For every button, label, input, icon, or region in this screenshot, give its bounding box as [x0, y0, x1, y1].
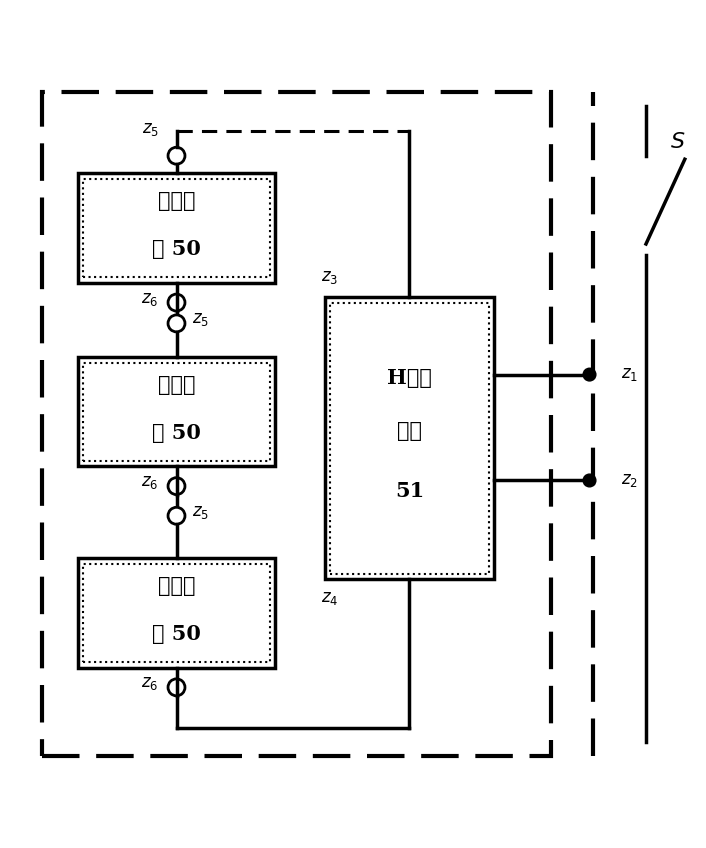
- Bar: [83, 564, 270, 662]
- Text: $z_6$: $z_6$: [141, 675, 159, 692]
- Bar: [42, 92, 551, 756]
- Text: H桥逆: H桥逆: [387, 368, 432, 388]
- Circle shape: [583, 368, 596, 381]
- Text: $z_6$: $z_6$: [141, 474, 159, 491]
- Text: 元 50: 元 50: [152, 423, 201, 443]
- Text: 元 50: 元 50: [152, 239, 201, 259]
- Bar: [83, 179, 270, 277]
- Text: $z_3$: $z_3$: [321, 270, 338, 287]
- Bar: [330, 303, 489, 573]
- Text: $z_6$: $z_6$: [141, 291, 159, 308]
- Bar: [78, 558, 275, 667]
- Text: $z_5$: $z_5$: [192, 504, 209, 521]
- Bar: [325, 297, 494, 579]
- Text: 基本单: 基本单: [157, 576, 196, 596]
- Text: $S$: $S$: [670, 131, 686, 153]
- Text: 变器: 变器: [397, 421, 422, 441]
- Text: $z_5$: $z_5$: [192, 311, 209, 328]
- Text: 基本单: 基本单: [157, 192, 196, 211]
- Text: 基本单: 基本单: [157, 375, 196, 395]
- Text: $z_1$: $z_1$: [621, 366, 638, 383]
- Bar: [78, 357, 275, 466]
- Circle shape: [583, 474, 596, 487]
- Bar: [83, 363, 270, 460]
- Text: $z_4$: $z_4$: [321, 590, 339, 607]
- Bar: [78, 173, 275, 282]
- Text: $z_2$: $z_2$: [621, 472, 638, 489]
- Text: 元 50: 元 50: [152, 624, 201, 644]
- Text: $z_5$: $z_5$: [142, 121, 159, 138]
- Text: 51: 51: [395, 481, 424, 501]
